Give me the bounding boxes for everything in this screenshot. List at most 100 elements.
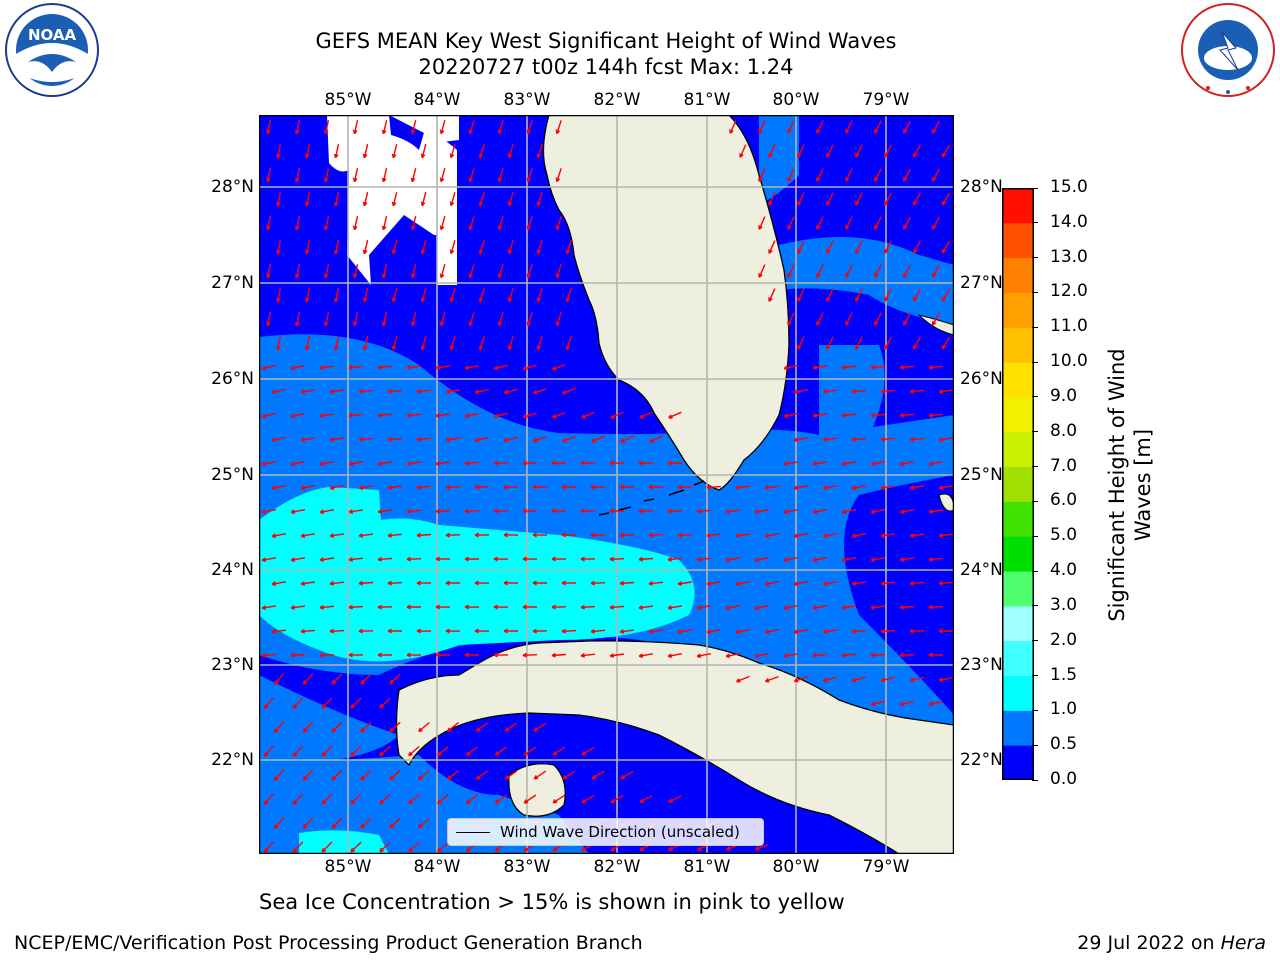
wave-direction-arrow — [352, 216, 359, 231]
wave-direction-arrow — [439, 216, 446, 231]
wave-direction-arrow — [436, 794, 449, 805]
wave-direction-arrow — [290, 509, 306, 515]
colorbar-tick-mark — [1032, 187, 1038, 189]
wave-direction-arrow — [841, 365, 857, 370]
wave-direction-arrow — [319, 413, 334, 418]
wave-direction-arrow — [590, 484, 606, 490]
wave-direction-arrow — [266, 119, 271, 135]
wave-field-mid — [759, 115, 799, 205]
wave-direction-arrow — [377, 461, 393, 466]
wave-direction-arrow — [639, 795, 653, 803]
wave-field-mid — [779, 237, 954, 325]
wave-direction-arrow — [938, 628, 954, 634]
wave-direction-arrow — [928, 557, 944, 562]
colorbar-swatch — [1002, 571, 1034, 607]
wave-direction-arrow — [261, 605, 277, 610]
wave-direction-arrow — [909, 389, 925, 394]
wave-direction-arrow — [408, 841, 420, 853]
wave-direction-arrow — [507, 288, 514, 303]
wave-direction-arrow — [590, 532, 605, 538]
wave-direction-arrow — [300, 389, 316, 394]
wave-direction-arrow — [290, 413, 306, 418]
wave-direction-arrow — [845, 168, 853, 182]
wave-direction-arrow — [565, 336, 572, 351]
lat-tick-left: 27°N — [211, 273, 254, 293]
land-bahamas — [938, 493, 954, 512]
wave-direction-arrow — [841, 605, 857, 610]
wave-direction-arrow — [362, 336, 369, 351]
wave-direction-arrow — [581, 794, 595, 804]
wave-direction-arrow — [418, 721, 430, 733]
wave-direction-arrow — [475, 722, 489, 732]
colorbar-tick-label: 14.0 — [1050, 211, 1088, 232]
wave-direction-arrow — [493, 460, 509, 466]
lon-tick-bottom: 83°W — [503, 857, 551, 877]
wave-direction-arrow — [381, 120, 388, 135]
wave-direction-arrow — [331, 721, 343, 733]
wave-direction-arrow — [812, 653, 827, 658]
land-florida — [542, 115, 790, 491]
lon-tick-top: 81°W — [683, 90, 731, 110]
wave-direction-arrow — [899, 652, 915, 658]
wave-direction-arrow — [526, 264, 533, 279]
wave-direction-arrow — [764, 629, 780, 634]
wave-direction-arrow — [360, 817, 372, 829]
colorbar-tick-mark — [1032, 466, 1038, 468]
wave-direction-arrow — [812, 605, 828, 610]
wave-direction-arrow — [420, 288, 427, 303]
wave-direction-arrow — [406, 509, 422, 514]
wave-direction-arrow — [302, 721, 314, 733]
colorbar-tick-mark — [1032, 431, 1038, 433]
wave-direction-arrow — [304, 191, 311, 207]
colorbar-tick-mark — [1032, 535, 1038, 537]
wave-direction-arrow — [276, 143, 281, 159]
wave-direction-arrow — [408, 793, 420, 805]
colorbar-tick-label: 12.0 — [1050, 281, 1088, 302]
wave-direction-arrow — [851, 485, 867, 491]
wave-direction-arrow — [445, 532, 461, 538]
wave-direction-arrow — [638, 605, 653, 610]
wave-direction-arrow — [532, 484, 547, 490]
wave-direction-arrow — [271, 388, 286, 395]
wave-direction-arrow — [826, 288, 834, 302]
wave-direction-arrow — [377, 652, 392, 658]
lon-tick-bottom: 82°W — [593, 857, 641, 877]
lat-tick-right: 28°N — [960, 177, 1003, 197]
wave-direction-arrow — [379, 841, 391, 853]
wave-direction-arrow — [822, 581, 838, 586]
colorbar-tick-mark — [1032, 675, 1038, 677]
wave-direction-arrow — [377, 364, 393, 370]
wave-direction-arrow — [493, 364, 508, 371]
wave-direction-arrow — [609, 460, 625, 466]
lat-tick-right: 26°N — [960, 369, 1003, 389]
wave-direction-arrow — [522, 460, 538, 466]
wave-direction-arrow — [468, 312, 475, 327]
wave-direction-arrow — [706, 484, 722, 490]
colorbar-swatch — [1002, 188, 1034, 224]
wave-direction-arrow — [329, 389, 345, 394]
wave-direction-arrow — [787, 168, 795, 182]
land-cuba — [395, 640, 954, 854]
wave-direction-arrow — [474, 484, 490, 490]
wave-direction-arrow — [555, 120, 562, 135]
wave-direction-arrow — [768, 240, 776, 254]
wave-direction-arrow — [735, 629, 751, 635]
wave-direction-arrow — [609, 556, 625, 562]
lat-tick-right: 23°N — [960, 655, 1003, 675]
colorbar-swatch — [1002, 396, 1034, 433]
wave-direction-arrow — [522, 604, 537, 610]
wave-direction-arrow — [333, 240, 340, 255]
wave-direction-arrow — [271, 485, 287, 490]
footer-host: Hera — [1220, 932, 1266, 954]
wave-direction-arrow — [797, 336, 805, 350]
colorbar-tick-mark — [1032, 744, 1038, 746]
wave-direction-arrow — [649, 435, 663, 443]
wave-direction-arrow — [845, 264, 853, 278]
wave-direction-arrow — [263, 841, 275, 853]
wave-direction-arrow — [304, 143, 311, 159]
wave-direction-arrow — [406, 652, 422, 658]
colorbar-tick-mark — [1032, 709, 1038, 711]
wave-direction-arrow — [497, 312, 504, 327]
wave-direction-arrow — [816, 168, 824, 182]
wave-direction-arrow — [300, 437, 316, 442]
